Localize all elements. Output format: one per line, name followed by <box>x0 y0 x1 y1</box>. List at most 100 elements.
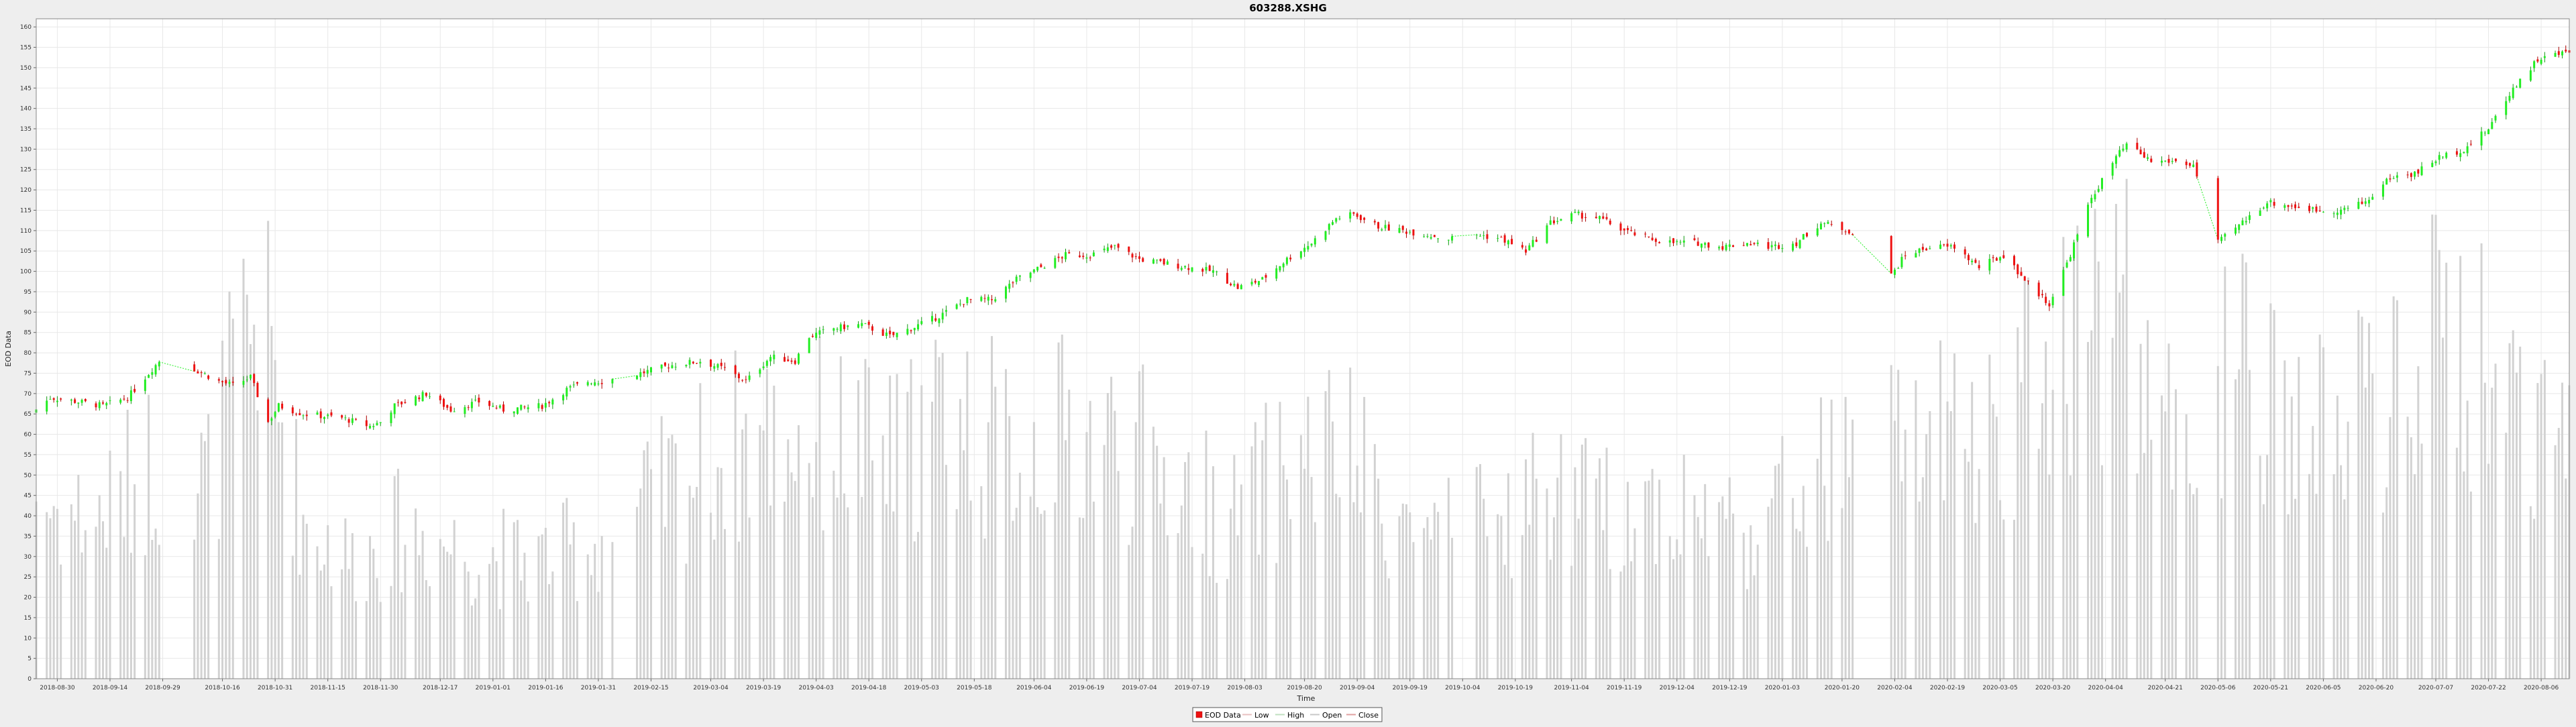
candle-body <box>1626 228 1629 231</box>
candle-body <box>896 333 898 337</box>
volume-bar <box>2455 447 2458 679</box>
volume-bar <box>77 474 80 679</box>
candle-body <box>1324 231 1327 240</box>
volume-bar <box>2540 374 2542 679</box>
candle-body <box>415 396 417 406</box>
y-tick-label: 125 <box>20 167 32 174</box>
volume-bar <box>1676 539 1678 679</box>
volume-bar <box>1697 516 1699 679</box>
volume-bar <box>2491 388 2493 679</box>
x-tick-label: 2019-09-19 <box>1393 685 1428 691</box>
plot-border <box>36 18 2570 679</box>
candle-body <box>1795 242 1798 246</box>
candle-body <box>1718 247 1721 249</box>
volume-bar <box>1605 447 1608 679</box>
volume-bar <box>207 414 210 679</box>
candle-body <box>1841 222 1843 231</box>
candle-body <box>2139 150 2142 155</box>
x-tick-label: 2018-09-29 <box>145 685 180 691</box>
volume-bar <box>994 386 997 679</box>
volume-bar <box>1841 508 1843 679</box>
candle-body <box>822 329 824 331</box>
candle-body <box>2164 160 2167 162</box>
candle-body <box>105 402 108 406</box>
candle-body <box>2171 161 2174 162</box>
candle-body <box>2480 131 2483 146</box>
volume-bar <box>1032 422 1035 679</box>
candle-body <box>193 364 196 372</box>
y-tick-label: 130 <box>20 146 32 153</box>
x-tick-label: 2019-03-04 <box>693 685 729 691</box>
volume-bar <box>716 467 719 679</box>
volume-bar <box>281 422 284 679</box>
x-axis-label: Time <box>1297 694 1316 703</box>
candle-body <box>1356 213 1358 217</box>
volume-bar <box>1128 545 1130 679</box>
candle-body <box>1106 247 1109 251</box>
volume-bar <box>843 493 846 679</box>
y-axis-label: EOD Data <box>4 331 13 367</box>
volume-bar <box>1226 579 1228 679</box>
legend-eod-swatch <box>1195 711 1203 718</box>
volume-bar <box>49 518 52 679</box>
volume-bar <box>811 497 814 679</box>
candle-body <box>2469 144 2472 145</box>
candle-body <box>1250 282 1253 285</box>
candle-body <box>833 328 835 331</box>
candle-body <box>1279 266 1281 271</box>
volume-bar <box>1497 514 1499 679</box>
candle-body <box>390 412 392 423</box>
volume-bar <box>1992 404 1994 679</box>
volume-bar <box>650 469 653 679</box>
volume-bar <box>1595 478 1597 679</box>
candle-body <box>1401 225 1404 230</box>
candle-body <box>861 323 863 327</box>
candle-body <box>1085 257 1088 259</box>
x-tick-label: 2018-12-17 <box>423 685 458 691</box>
candle-body <box>1792 243 1794 251</box>
candle-body <box>1138 256 1140 259</box>
candle-body <box>1233 284 1236 286</box>
volume-bar <box>1953 353 1955 679</box>
volume-bar <box>2431 214 2434 679</box>
candle-body <box>2445 152 2448 158</box>
volume-bar <box>2069 476 2072 679</box>
volume-bar <box>365 601 368 679</box>
candle-body <box>1409 231 1411 233</box>
x-tick-label: 2019-04-03 <box>798 685 833 691</box>
volume-bar <box>516 520 519 679</box>
volume-bar <box>537 536 540 679</box>
candle-body <box>2565 50 2567 52</box>
x-tick-label: 2019-07-19 <box>1175 685 1210 691</box>
candle-body <box>2459 153 2462 158</box>
volume-bar <box>256 410 259 679</box>
candle-body <box>256 382 259 398</box>
volume-bar <box>1585 438 1587 679</box>
volume-bar <box>822 530 824 679</box>
y-tick-label: 45 <box>24 493 32 500</box>
candle-body <box>790 360 793 362</box>
volume-bar <box>955 509 958 679</box>
candle-body <box>586 382 589 386</box>
volume-bar <box>1556 478 1559 679</box>
volume-bar <box>1205 431 1208 679</box>
volume-bar <box>2220 498 2223 679</box>
candle-body <box>1654 239 1657 242</box>
x-tick-label: 2018-10-31 <box>258 685 292 691</box>
candle-body <box>523 406 526 408</box>
volume-bar <box>2512 330 2514 679</box>
volume-bar <box>1230 508 1232 679</box>
candle-body <box>699 361 702 364</box>
candle-body <box>158 361 160 367</box>
candle-body <box>600 383 603 384</box>
volume-bar <box>2023 280 2026 679</box>
candle-body <box>2262 207 2265 209</box>
volume-bar <box>1384 560 1387 679</box>
candle-body <box>1574 211 1576 213</box>
candle-body <box>1774 244 1776 246</box>
volume-bar <box>1004 369 1007 679</box>
candle-body <box>2290 205 2293 207</box>
x-tick-label: 2020-08-06 <box>2524 685 2559 691</box>
volume-bar <box>1851 419 1854 679</box>
volume-bar <box>2308 473 2310 679</box>
